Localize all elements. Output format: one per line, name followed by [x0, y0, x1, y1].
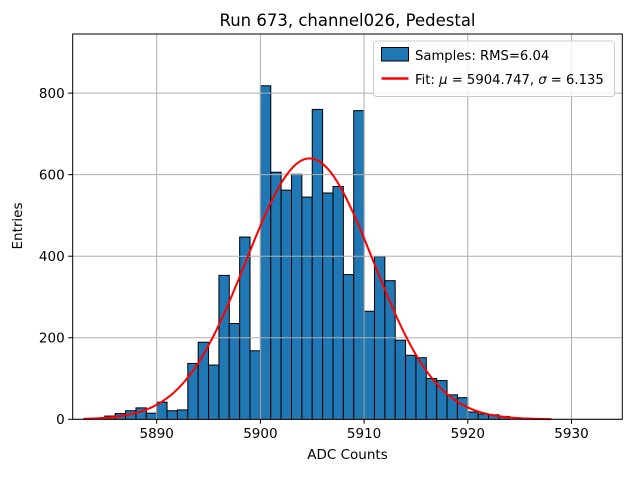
histogram-bar [467, 411, 479, 420]
histogram-bar [456, 397, 469, 420]
y-axis-label: Entries [10, 202, 26, 249]
x-tick-label: 5890 [140, 426, 174, 442]
y-tick-label: 400 [39, 249, 65, 265]
histogram-bar [425, 378, 438, 420]
histogram-bar [249, 350, 261, 420]
x-tick-label: 5920 [451, 426, 485, 442]
y-tick-label: 800 [39, 86, 65, 102]
legend-samples-label: Samples: RMS=6.04 [415, 49, 549, 64]
y-tick-label: 600 [39, 167, 65, 183]
legend: Samples: RMS=6.04 Fit: μ = 5904.747, σ =… [373, 40, 615, 97]
histogram-bar [363, 310, 375, 420]
axes: 5890 5900 5910 5920 5930 0 200 400 600 800 [39, 33, 623, 442]
histogram-bar [394, 339, 407, 420]
histogram-bar [291, 173, 303, 420]
histogram-bar [311, 108, 324, 420]
histogram-bar [176, 409, 189, 420]
x-tick-label: 5900 [243, 426, 277, 442]
x-axis-label: ADC Counts [307, 447, 387, 463]
histogram-bar [166, 410, 178, 420]
histogram-bar [332, 185, 344, 420]
histogram-bar [301, 196, 313, 420]
fit-curve-layer [83, 157, 552, 421]
chart-title: Run 673, channel026, Pedestal [219, 11, 475, 30]
y-tick-label: 200 [39, 331, 65, 347]
histogram-bar [270, 171, 282, 420]
histogram-bar [405, 354, 417, 420]
legend-fit-label: Fit: μ = 5904.747, σ = 6.135 [415, 73, 604, 88]
legend-box [373, 40, 615, 97]
histogram-bar [145, 412, 158, 420]
histogram-bar [280, 189, 293, 420]
histogram-bar [353, 110, 365, 420]
x-tick-label: 5910 [347, 426, 381, 442]
legend-samples-swatch [381, 47, 409, 62]
histogram-bar [218, 274, 230, 420]
histogram-bars [84, 85, 510, 420]
histogram-bar [259, 85, 272, 420]
histogram-bar [342, 274, 355, 420]
y-tick-label: 0 [56, 412, 65, 428]
histogram-bar [322, 192, 334, 420]
gaussian-fit-curve [83, 157, 552, 421]
x-tick-label: 5930 [554, 426, 588, 442]
histogram-bar [208, 364, 220, 420]
plot-border [72, 33, 623, 420]
